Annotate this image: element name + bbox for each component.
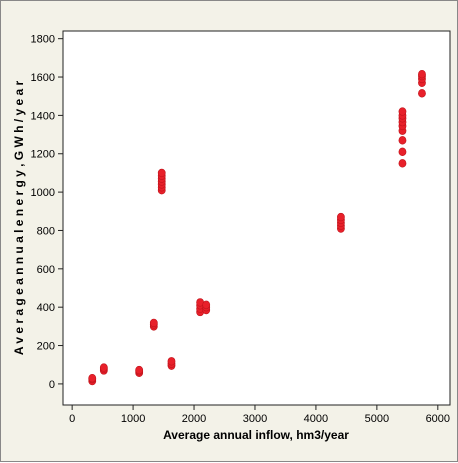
- y-tick-label: 1200: [31, 149, 55, 161]
- y-tick-label: 800: [37, 225, 55, 237]
- data-point: [157, 168, 166, 178]
- x-tick-label: 5000: [365, 413, 389, 425]
- data-point: [418, 69, 426, 79]
- data-point: [398, 147, 407, 157]
- x-tick-label: 4000: [304, 413, 328, 425]
- x-tick-label: 1000: [121, 413, 145, 425]
- y-tick-label: 0: [49, 379, 55, 391]
- x-tick-label: 6000: [426, 413, 450, 425]
- data-point: [99, 363, 108, 372]
- data-points: [88, 69, 426, 386]
- plot-area: [62, 30, 451, 406]
- data-point: [88, 373, 97, 383]
- y-tick-label: 1800: [31, 34, 55, 46]
- x-tick-label: 3000: [243, 413, 267, 425]
- data-point: [418, 89, 426, 98]
- data-point: [202, 300, 211, 310]
- data-point: [398, 136, 407, 145]
- data-point: [149, 318, 158, 328]
- data-point: [398, 159, 407, 168]
- y-tick-label: 400: [37, 302, 55, 314]
- y-tick-label: 1600: [31, 72, 55, 84]
- x-axis-title: Average annual inflow, hm3/year: [163, 428, 349, 442]
- y-tick-label: 600: [37, 264, 55, 276]
- y-tick-label: 200: [37, 341, 55, 353]
- data-point: [135, 365, 144, 375]
- data-point: [398, 107, 407, 116]
- data-point: [167, 357, 176, 366]
- y-tick-label: 1400: [31, 110, 55, 122]
- data-point: [337, 212, 345, 222]
- x-tick-label: 0: [69, 413, 75, 425]
- y-tick-label: 1000: [31, 187, 55, 199]
- y-axis-title: A v e r a g e a n n u a l e n e r g y , …: [12, 81, 26, 356]
- axis-ticks: 0 1000 2000 3000 4000 5000 6000 0 200 400 600 800 10…: [31, 34, 451, 425]
- x-tick-label: 2000: [182, 413, 206, 425]
